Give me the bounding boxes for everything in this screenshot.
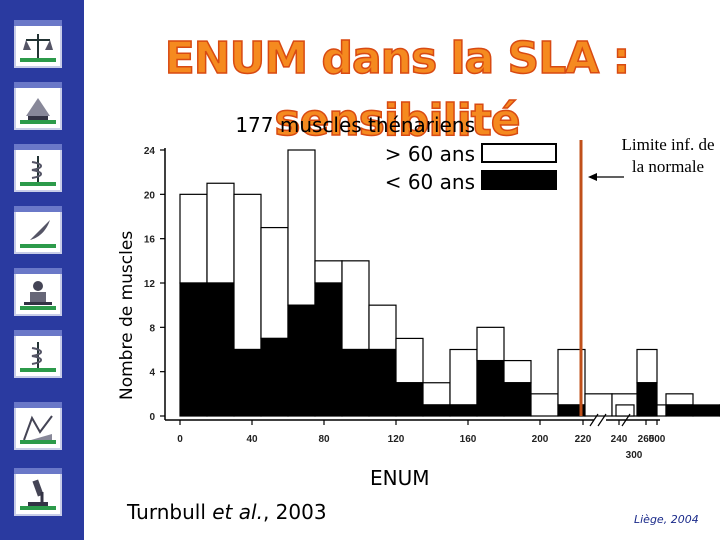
x-axis-label: ENUM <box>370 466 430 490</box>
bar-under60 <box>368 348 397 417</box>
y-tick-label: 24 <box>144 146 156 157</box>
citation-etal: et al. <box>212 500 263 524</box>
axis-break-mark <box>597 413 607 427</box>
bar-under60 <box>422 404 451 417</box>
caduceus-icon <box>14 144 62 192</box>
x-tick-label: 300 <box>626 450 643 461</box>
y-tick-label: 16 <box>144 235 156 246</box>
bar-under60 <box>233 348 262 417</box>
slide-title: ENUM dans la SLA : sensibilité <box>164 32 631 147</box>
citation-year: , 2003 <box>262 500 327 524</box>
legend-label-over60: > 60 ans <box>384 142 475 166</box>
axis-break-mark <box>589 413 599 427</box>
bar-under60 <box>503 382 532 417</box>
quill-icon <box>14 206 62 254</box>
limit-label: Limite inf. de la normale <box>621 135 715 176</box>
x-tick-label: 500 <box>649 434 666 445</box>
scales-icon <box>14 20 62 68</box>
bar-under60 <box>314 282 343 417</box>
y-tick-label: 12 <box>144 279 156 290</box>
bar-over60 <box>368 304 397 351</box>
legend-swatch-under60 <box>481 170 557 190</box>
x-tick-label: 220 <box>575 434 592 445</box>
bar-over60 <box>422 382 451 406</box>
y-tick-label: 8 <box>149 323 155 334</box>
footer-note: Liège, 2004 <box>634 513 699 526</box>
y-tick-label: 4 <box>149 368 155 379</box>
bar-over60 <box>233 193 262 351</box>
bar-over60 <box>665 393 694 406</box>
bar-over60 <box>449 348 478 406</box>
limit-arrow-head <box>588 173 597 181</box>
bar-under60 <box>476 359 505 417</box>
bar-under60 <box>341 348 370 417</box>
bar-over60 <box>636 348 658 384</box>
bar-over60 <box>395 337 424 384</box>
x-tick-label: 260 <box>638 434 655 445</box>
x-tick-label: 200 <box>532 434 549 445</box>
bar-over60 <box>287 149 316 306</box>
x-tick-label: 80 <box>318 434 330 445</box>
bar-over60 <box>476 326 505 362</box>
bar-under60 <box>287 304 316 417</box>
bar-over60 <box>260 226 289 340</box>
y-tick-label: 20 <box>144 190 156 201</box>
bar-over60 <box>530 393 559 417</box>
bar-over60 <box>179 193 208 284</box>
bar-under60 <box>665 404 694 417</box>
bar-under60 <box>179 282 208 417</box>
caduceus-icon <box>14 330 62 378</box>
x-tick-label: 160 <box>460 434 477 445</box>
map-icon <box>14 402 62 450</box>
bar-under60 <box>692 404 720 417</box>
bar-under60 <box>395 382 424 417</box>
y-tick-label: 0 <box>149 412 155 423</box>
bar-over60 <box>615 404 635 417</box>
microscope-icon <box>14 468 62 516</box>
bar-over60 <box>341 260 370 351</box>
x-tick-label: 0 <box>177 434 183 445</box>
x-tick-label: 240 <box>611 434 628 445</box>
statue-icon <box>14 82 62 130</box>
sidebar <box>0 0 84 540</box>
citation: Turnbull et al., 2003 <box>127 500 327 524</box>
bar-under60 <box>449 404 478 417</box>
x-tick-label: 120 <box>388 434 405 445</box>
legend-swatch-over60 <box>481 143 557 163</box>
bar-over60 <box>503 359 532 384</box>
bar-over60 <box>206 182 235 284</box>
bar-over60 <box>584 393 613 417</box>
bar-under60 <box>636 382 658 417</box>
axis-break-mark <box>621 413 631 427</box>
legend-title: 177 muscles thénariens <box>235 113 475 137</box>
bar-under60 <box>260 337 289 417</box>
legend-label-under60: < 60 ans <box>384 170 475 194</box>
bar-under60 <box>206 282 235 417</box>
reader-icon <box>14 268 62 316</box>
bar-over60 <box>314 260 343 284</box>
x-tick-label: 40 <box>246 434 258 445</box>
citation-authors: Turnbull <box>127 500 213 524</box>
